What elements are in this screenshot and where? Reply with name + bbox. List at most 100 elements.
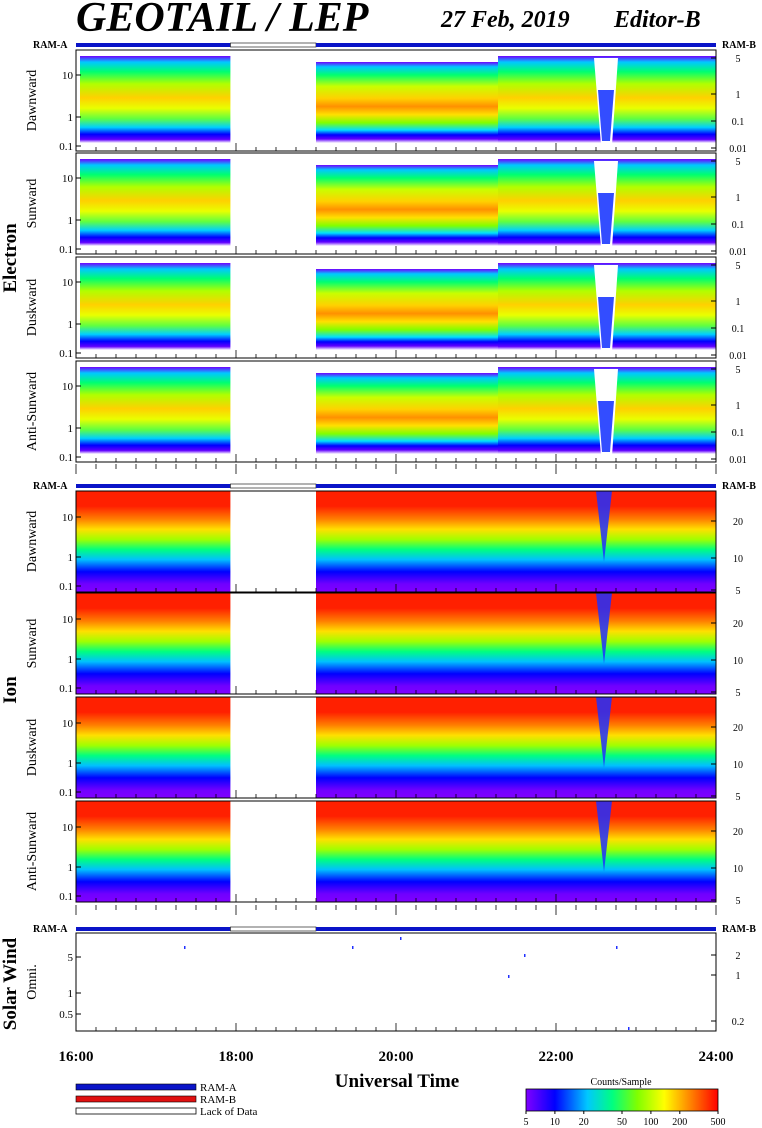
ion-dawnward-y2tick-label: 10: [733, 554, 743, 565]
ion-duskward-ytick-label: 0.1: [59, 787, 73, 799]
electron-anti-sunward-spectrum-left: [80, 367, 231, 454]
electron-dawnward-spectrum-mid: [316, 62, 498, 143]
ion-anti-sunward-y2tick-label: 10: [733, 864, 743, 875]
colorbar-tick-label: 50: [617, 1117, 627, 1128]
colorbar-tick-label: 100: [643, 1117, 658, 1128]
colorbar: Counts/Sample 5 10 20 50 100 200 500: [524, 1077, 726, 1128]
electron-duskward-spectrum-mid: [316, 269, 498, 350]
ion-duskward-ytick-label: 1: [68, 758, 74, 770]
legend: RAM-A RAM-B Lack of Data: [75, 1082, 258, 1118]
solar-wind-ram-b-label: RAM-B: [722, 924, 756, 935]
ion-anti-sunward-spectrum-left: [76, 801, 231, 902]
electron-dawnward-y2tick-label: 1: [736, 90, 741, 101]
solar-wind-omni-ytick-label: 0.5: [59, 1009, 73, 1021]
ion-sunward-ytick-label: 10: [62, 614, 74, 626]
colorbar-tick-label: 10: [550, 1117, 560, 1128]
solar-wind-group-label: Solar Wind: [0, 937, 21, 1030]
spectrogram-panels: RAM-A RAM-B Electron RAM-A RAM-B Ion RAM-A RAM-…: [0, 40, 756, 1030]
electron-group-label: Electron: [0, 223, 21, 293]
ion-mode-bar-b: [316, 484, 716, 488]
solar-wind-mode-bar-gap: [230, 926, 317, 932]
solar-wind-point: [508, 975, 510, 978]
electron-mode-bar-a: [76, 43, 231, 47]
legend-label-ram-a: RAM-A: [200, 1082, 237, 1094]
x-tick-label: 16:00: [59, 1049, 94, 1065]
colorbar-ticks: 5 10 20 50 100 200 500: [524, 1111, 726, 1128]
solar-wind-point: [628, 1027, 630, 1030]
electron-duskward-panel-label: Duskward: [25, 279, 40, 337]
ion-sunward-y2tick-label: 20: [733, 619, 743, 630]
electron-duskward-y2tick-label: 1: [736, 297, 741, 308]
electron-anti-sunward-ytick-label: 10: [62, 381, 74, 393]
electron-sunward-y2tick-label: 0.1: [732, 220, 745, 231]
ion-dawnward-y2tick-label: 20: [733, 517, 743, 528]
solar-wind-point: [352, 946, 354, 949]
ion-mode-bar-a: [76, 484, 231, 488]
ion-dawnward-spectrum-right: [316, 491, 716, 592]
solar-wind-omni-panel-label: Omni.: [25, 964, 40, 999]
ion-dawnward-ytick-label: 0.1: [59, 581, 73, 593]
electron-dawnward-ytick-label: 10: [62, 70, 74, 82]
solar-wind-mode-bar-b: [316, 927, 716, 931]
ion-sunward-ytick-label: 0.1: [59, 683, 73, 695]
electron-dawnward-y2tick-label: 0.01: [729, 144, 747, 155]
solar-wind-mode-bar-a: [76, 927, 231, 931]
solar-wind-omni-y2tick-label: 0.2: [732, 1017, 745, 1028]
ion-duskward-ytick-label: 10: [62, 718, 74, 730]
electron-anti-sunward-ytick-label: 1: [68, 423, 74, 435]
ion-anti-sunward-ytick-label: 0.1: [59, 891, 73, 903]
ion-dawnward-ytick-label: 1: [68, 552, 74, 564]
figure-editor: Editor-B: [613, 7, 701, 33]
colorbar-title: Counts/Sample: [590, 1077, 652, 1088]
electron-sunward-y2tick-label: 1: [736, 193, 741, 204]
solar-wind-point: [184, 946, 186, 949]
electron-sunward-notch-core: [598, 193, 614, 244]
ion-anti-sunward-ytick-label: 10: [62, 822, 74, 834]
electron-sunward-spectrum-left: [80, 159, 231, 246]
ion-duskward-spectrum-left: [76, 697, 231, 798]
x-tick-label: 22:00: [539, 1049, 574, 1065]
ion-anti-sunward-notch: [596, 801, 612, 872]
electron-anti-sunward-y2tick-label: 5: [736, 365, 741, 376]
ion-anti-sunward-y2tick-label: 20: [733, 827, 743, 838]
ion-dawnward-spectrum-left: [76, 491, 231, 592]
legend-label-ram-b: RAM-B: [200, 1094, 236, 1106]
ion-sunward-panel-label: Sunward: [25, 619, 40, 669]
x-tick-labels: 16:00 18:00 20:00 22:00 24:00: [59, 1049, 734, 1065]
electron-sunward-spectrum-mid: [316, 165, 498, 246]
x-tick-label: 20:00: [379, 1049, 414, 1065]
electron-sunward-panel-label: Sunward: [25, 179, 40, 229]
axis-layer: Dawnward 10 1 0.1 5 1 0.1 0.01 Sunward 10 1 0.1 5 1 0.…: [25, 49, 747, 1032]
ion-duskward-y2tick-label: 10: [733, 760, 743, 771]
colorbar-tick-label: 200: [672, 1117, 687, 1128]
figure-date: 27 Feb, 2019: [440, 7, 570, 33]
colorbar-tick-label: 5: [524, 1117, 529, 1128]
electron-duskward-ytick-label: 1: [68, 319, 74, 331]
legend-swatch-lack-of-data: [75, 1107, 197, 1115]
ion-duskward-y2tick-label: 20: [733, 723, 743, 734]
electron-mode-bar-b: [316, 43, 716, 47]
electron-mode-bar-gap: [230, 42, 317, 48]
electron-anti-sunward-y2tick-label: 0.01: [729, 455, 747, 466]
x-tick-label: 18:00: [219, 1049, 254, 1065]
electron-dawnward-panel-label: Dawnward: [25, 70, 40, 131]
solar-wind-omni-y2tick-label: 2: [736, 951, 741, 962]
solar-wind-point: [616, 946, 618, 949]
ion-group-label: Ion: [0, 676, 21, 704]
electron-sunward-ytick-label: 1: [68, 215, 74, 227]
ion-anti-sunward-spectrum-right: [316, 801, 716, 902]
electron-dawnward-ytick-label: 1: [68, 112, 74, 124]
ion-dawnward-notch: [596, 491, 612, 562]
solar-wind-ram-a-label: RAM-A: [33, 924, 68, 935]
electron-dawnward-ytick-label: 0.1: [59, 141, 73, 153]
electron-dawnward-y2tick-label: 0.1: [732, 117, 745, 128]
ion-sunward-ytick-label: 1: [68, 654, 74, 666]
ion-sunward-spectrum-left: [76, 593, 231, 694]
electron-sunward-ytick-label: 0.1: [59, 244, 73, 256]
electron-anti-sunward-spectrum-mid: [316, 373, 498, 454]
electron-duskward-y2tick-label: 0.1: [732, 324, 745, 335]
ion-anti-sunward-panel-label: Anti-Sunward: [25, 812, 40, 891]
legend-swatch-ram-b: [75, 1095, 197, 1103]
colorbar-gradient: [525, 1088, 719, 1112]
